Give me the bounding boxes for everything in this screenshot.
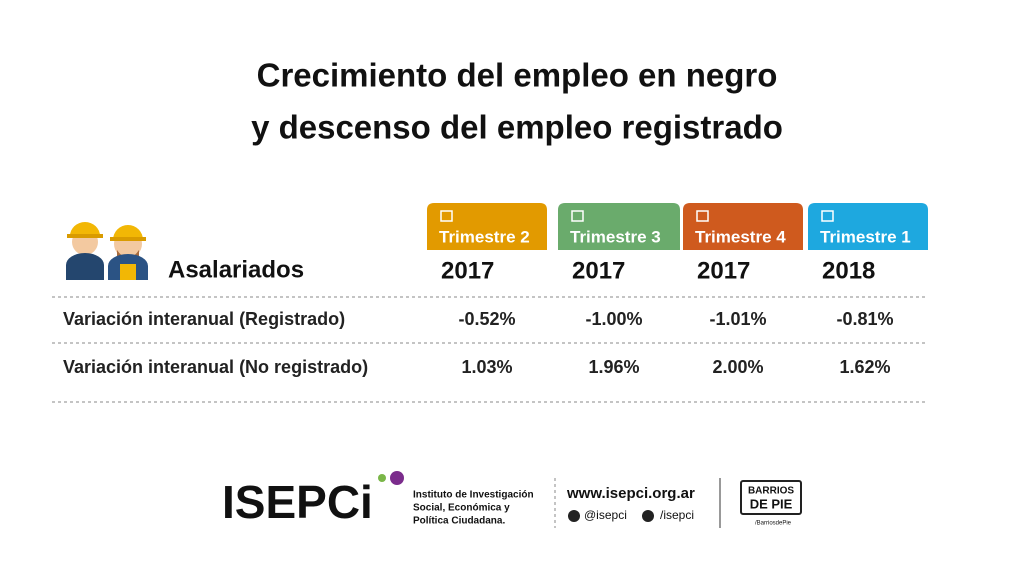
partner-line: DE PIE (750, 496, 793, 511)
cell-value: -0.81% (836, 309, 893, 329)
calendar-icon (696, 210, 709, 222)
twitter: @isepci (584, 508, 627, 522)
title-line: Crecimiento del empleo en negro (257, 57, 778, 94)
logo-dot (378, 474, 386, 482)
row-label: Variación interanual (No registrado) (63, 357, 368, 377)
institute-line: Social, Económica y (413, 503, 510, 514)
column-tab (558, 203, 680, 250)
logo-dot (390, 471, 404, 485)
calendar-icon (821, 210, 834, 222)
cell-value: -1.00% (585, 309, 642, 329)
institute-line: Política Ciudadana. (413, 516, 505, 527)
column-quarter: Trimestre 1 (820, 227, 911, 246)
cell-value: 2.00% (712, 357, 763, 377)
column-year: 2017 (441, 257, 494, 284)
calendar-icon (440, 210, 453, 222)
facebook-icon (642, 510, 654, 522)
institute-line: Instituto de Investigación (413, 490, 534, 501)
column-tab (427, 203, 547, 250)
partner-line: BARRIOS (748, 486, 794, 497)
column-tab (808, 203, 928, 250)
column-year: 2017 (572, 257, 625, 284)
workers-icon (66, 222, 148, 280)
website: www.isepci.org.ar (566, 485, 695, 502)
partner-handle: /BarriosdePie (755, 521, 792, 527)
facebook: /isepci (660, 508, 694, 522)
cell-value: 1.62% (839, 357, 890, 377)
cell-value: -0.52% (458, 309, 515, 329)
logo: ISEPCi (222, 476, 373, 528)
column-year: 2017 (697, 257, 750, 284)
cell-value: 1.03% (461, 357, 512, 377)
twitter-icon (568, 510, 580, 522)
cell-value: 1.96% (588, 357, 639, 377)
column-year: 2018 (822, 257, 875, 284)
column-quarter: Trimestre 3 (570, 227, 661, 246)
column-tab (683, 203, 803, 250)
footer: ISEPCi Instituto de Investigación Social… (222, 471, 802, 528)
calendar-icon (571, 210, 584, 222)
title-line: y descenso del empleo registrado (251, 109, 783, 146)
column-quarter: Trimestre 2 (439, 227, 530, 246)
cell-value: -1.01% (709, 309, 766, 329)
row-header: Asalariados (168, 256, 304, 283)
column-quarter: Trimestre 4 (695, 227, 786, 246)
partner-logo (740, 480, 802, 515)
row-label: Variación interanual (Registrado) (63, 309, 345, 329)
